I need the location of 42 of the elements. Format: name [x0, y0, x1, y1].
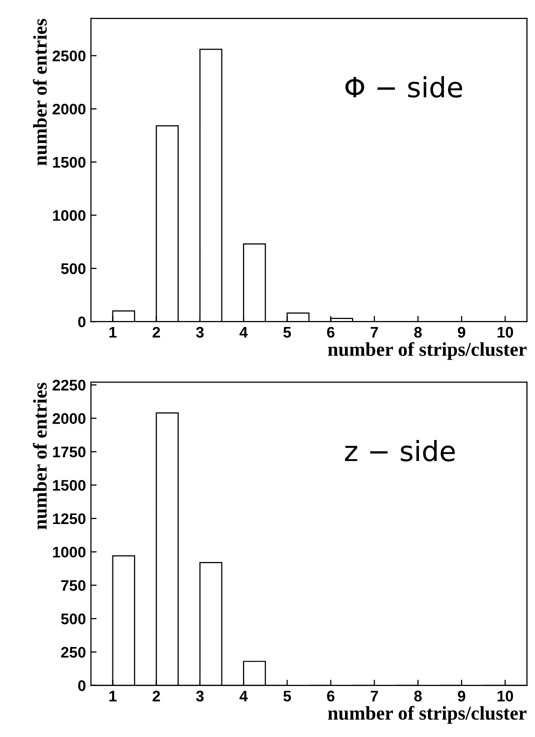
x-tick-label: 10: [498, 690, 514, 702]
y-tick-label: 2000: [52, 413, 86, 424]
y-tick-label: 500: [61, 263, 86, 274]
y-tick-label: 1000: [53, 210, 86, 221]
x-tick-label: 3: [196, 326, 204, 338]
x-tick-label: 2: [152, 326, 160, 338]
y-tick-label: 1750: [53, 446, 86, 458]
x-tick-label: 8: [414, 326, 422, 338]
x-tick-label: 9: [458, 690, 466, 702]
x-tick-label: 1: [109, 327, 117, 338]
y-tick-label: 0: [78, 316, 86, 328]
y-tick-label: 500: [61, 614, 86, 624]
y-tick-label: 750: [61, 580, 86, 591]
y-tick-label: 1250: [53, 513, 86, 524]
annotation: z − side: [345, 440, 455, 462]
x-tick-label: 7: [370, 690, 378, 702]
y-axis-title: number of entries: [32, 18, 47, 166]
x-tick-label: 10: [498, 326, 514, 338]
x-tick-label: 4: [240, 327, 248, 338]
x-tick-label: 8: [414, 690, 422, 702]
x-axis-title: number of strips/cluster: [328, 342, 527, 360]
y-tick-label: 2500: [52, 50, 86, 62]
x-tick-label: 9: [458, 326, 466, 338]
y-tick-label: 1500: [53, 480, 86, 491]
y-axis-title: number of entries: [32, 382, 47, 530]
annotation: Φ − side: [345, 76, 462, 98]
y-tick-label: 2000: [52, 104, 86, 115]
x-tick-label: 5: [283, 690, 291, 702]
x-tick-label: 6: [327, 690, 334, 702]
y-tick-label: 1500: [53, 156, 86, 168]
y-tick-label: 1000: [53, 546, 86, 558]
y-tick-label: 250: [61, 646, 86, 658]
x-tick-label: 2: [152, 690, 160, 702]
x-tick-label: 7: [370, 327, 378, 338]
x-tick-label: 5: [283, 327, 291, 338]
x-tick-label: 3: [196, 690, 204, 702]
y-tick-label: 2250: [52, 380, 86, 391]
x-tick-label: 1: [109, 690, 117, 702]
x-axis-title: number of strips/cluster: [328, 706, 527, 724]
y-tick-label: 0: [78, 680, 86, 692]
x-tick-label: 6: [327, 326, 334, 338]
x-tick-label: 4: [240, 690, 248, 702]
